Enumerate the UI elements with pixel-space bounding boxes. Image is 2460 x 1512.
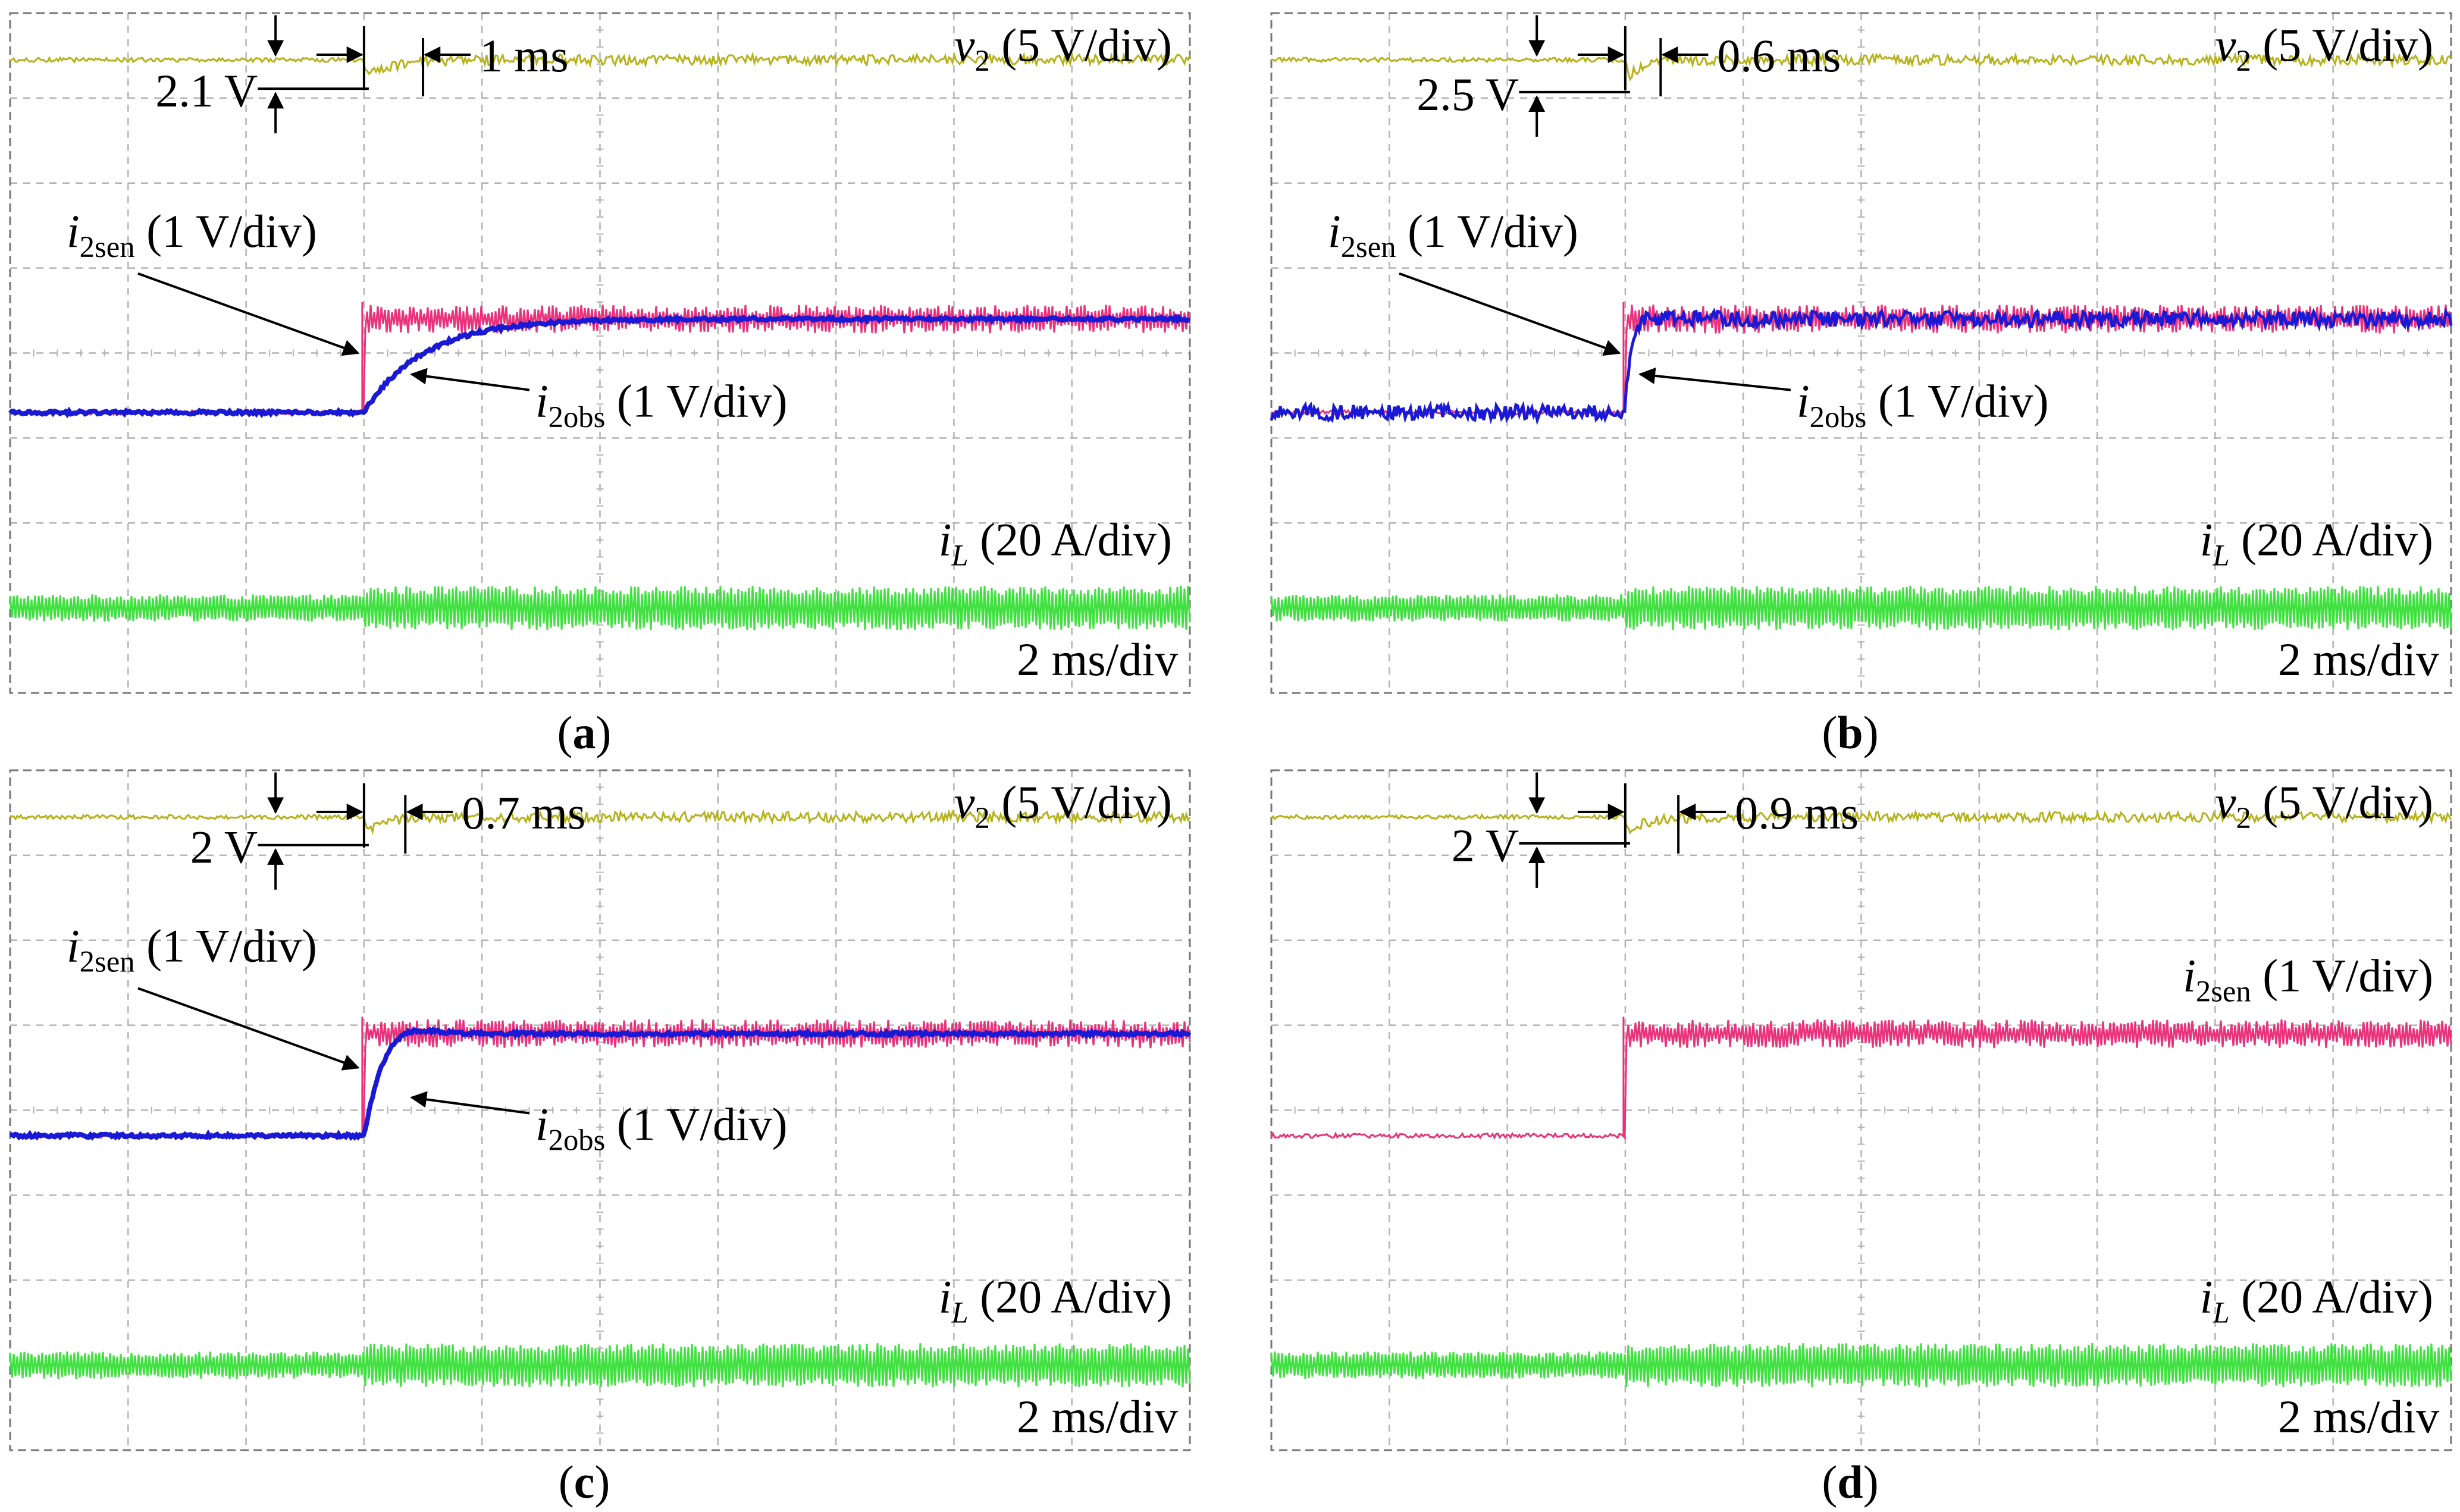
pointer-i2obs <box>1638 367 1791 391</box>
recovery-time-label: 0.7 ms <box>462 787 585 839</box>
caption-b: (b) <box>1822 707 1878 758</box>
voltage-dip-label: 2 V <box>1452 820 1519 871</box>
trace-iL-d <box>1270 1342 2452 1388</box>
trace-v2-c <box>10 808 1191 835</box>
trace-v2-d <box>1270 808 2452 835</box>
panel-c: v2 (5 V/div) 0.7 ms 2 V i2sen (1 V/div) i2ob… <box>9 769 1192 1508</box>
label-v2: v2 (5 V/div) <box>954 776 1172 835</box>
trace-iL-b <box>1270 586 2452 630</box>
trace-iL-a <box>9 585 1191 630</box>
caption-d: (d) <box>1822 1456 1878 1508</box>
trace-i2obs-a <box>8 313 1190 419</box>
label-i2sen: i2sen (1 V/div) <box>67 920 317 978</box>
panel-b: v2 (5 V/div) 0.6 ms 2.5 V i2sen (1 V/div) i2… <box>1270 12 2453 758</box>
voltage-dip-label: 2 V <box>190 821 258 873</box>
label-i2obs: i2obs (1 V/div) <box>535 1099 788 1157</box>
label-v2: v2 (5 V/div) <box>954 19 1172 77</box>
label-v2: v2 (5 V/div) <box>2215 776 2433 835</box>
frame-d <box>1270 769 2452 1451</box>
trace-v2-b <box>1271 51 2452 81</box>
panel-d: v2 (5 V/div) 0.9 ms 2 V i2sen (1 V/div) iL (… <box>1270 769 2452 1508</box>
label-i2obs: i2obs (1 V/div) <box>535 375 788 434</box>
trace-i2obs-b <box>1270 307 2453 426</box>
label-iL: iL (20 A/div) <box>939 1271 1172 1329</box>
frame-b <box>1270 12 2452 694</box>
time-per-div-label: 2 ms/div <box>1017 1391 1178 1442</box>
pointer-i2obs <box>410 1091 530 1115</box>
time-per-div-label: 2 ms/div <box>2278 633 2439 685</box>
trace-v2-a <box>10 51 1191 76</box>
center-ticks-c <box>10 770 1190 1451</box>
caption-a: (a) <box>557 707 612 758</box>
recovery-time-label: 0.6 ms <box>1717 30 1841 81</box>
label-i2sen: i2sen (1 V/div) <box>1328 205 1578 263</box>
trace-i2sen-d <box>1270 1019 2452 1140</box>
label-iL: iL (20 A/div) <box>2200 514 2433 572</box>
label-iL: iL (20 A/div) <box>939 514 1172 572</box>
center-ticks-a <box>10 12 1190 694</box>
time-per-div-label: 2 ms/div <box>2278 1391 2439 1442</box>
pointer-i2sen <box>137 987 360 1071</box>
label-i2sen: i2sen (1 V/div) <box>2183 949 2433 1008</box>
voltage-dip-label: 2.1 V <box>155 65 258 117</box>
recovery-time-label: 1 ms <box>480 30 569 81</box>
panel-a: v2 (5 V/div) 1 ms 2.1 V i2sen (1 V/div) i2ob… <box>8 12 1191 758</box>
label-iL: iL (20 A/div) <box>2200 1271 2433 1329</box>
caption-c: (c) <box>559 1456 610 1508</box>
trace-iL-c <box>9 1343 1191 1388</box>
pointer-i2obs <box>410 368 530 391</box>
frame-c <box>9 769 1191 1451</box>
voltage-dip-label: 2.5 V <box>1417 68 1519 120</box>
pointer-i2sen <box>1399 272 1621 356</box>
label-i2obs: i2obs (1 V/div) <box>1797 375 2049 434</box>
time-per-div-label: 2 ms/div <box>1017 633 1178 685</box>
frame-a <box>9 12 1191 694</box>
label-i2sen: i2sen (1 V/div) <box>67 205 317 263</box>
label-v2: v2 (5 V/div) <box>2215 19 2433 77</box>
trace-i2obs-c <box>10 1026 1192 1141</box>
recovery-time-label: 0.9 ms <box>1735 787 1859 839</box>
center-ticks-b <box>1271 12 2452 694</box>
pointer-i2sen <box>137 272 360 356</box>
